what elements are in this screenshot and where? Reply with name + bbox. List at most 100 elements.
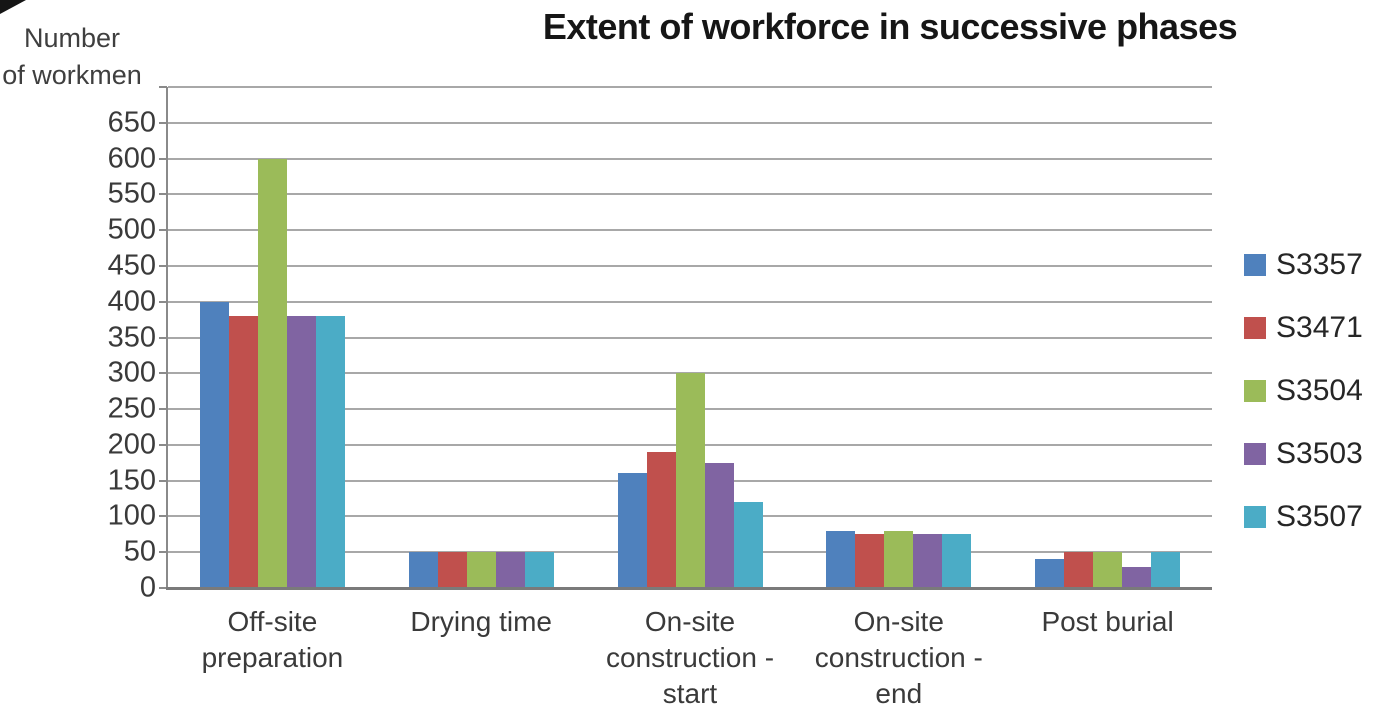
x-category-label-line: On-site xyxy=(853,606,944,637)
bar-S3357-cat5 xyxy=(1035,559,1065,588)
legend-swatch-S3357 xyxy=(1244,254,1266,276)
gridline-400 xyxy=(168,300,1212,303)
gridline-700 xyxy=(168,86,1212,88)
bar-S3504-cat4 xyxy=(884,530,914,588)
bar-S3357-cat2 xyxy=(408,552,438,588)
y-tick-mark-50 xyxy=(159,551,167,554)
y-tick-label-100: 100 xyxy=(107,499,156,532)
legend-item-S3504: S3504 xyxy=(1244,370,1363,412)
y-tick-mark-650 xyxy=(159,121,167,124)
bar-S3471-cat2 xyxy=(437,552,467,588)
y-tick-label-600: 600 xyxy=(107,142,156,175)
y-tick-label-200: 200 xyxy=(107,428,156,461)
x-category-label-line: construction - xyxy=(814,642,983,673)
x-category-label-line: construction - xyxy=(605,642,775,673)
legend-label-S3471: S3471 xyxy=(1276,311,1363,344)
y-axis-title-line: of workmen xyxy=(2,60,142,90)
gridline-550 xyxy=(168,193,1212,196)
x-category-label-2: Drying time xyxy=(377,604,586,640)
bar-S3471-cat1 xyxy=(228,316,258,588)
bar-S3471-cat5 xyxy=(1064,552,1094,588)
bar-S3507-cat1 xyxy=(315,316,345,588)
legend-label-S3357: S3357 xyxy=(1276,248,1363,281)
x-category-label-line: Off-site xyxy=(227,606,318,637)
legend-swatch-S3507 xyxy=(1244,506,1266,528)
chart-title: Extent of workforce in successive phases xyxy=(542,6,1238,47)
gridline-450 xyxy=(168,264,1212,267)
bar-S3357-cat4 xyxy=(826,530,856,588)
bar-S3357-cat3 xyxy=(617,473,647,588)
y-tick-label-150: 150 xyxy=(107,464,156,497)
y-tick-mark-350 xyxy=(159,336,167,339)
y-tick-mark-700 xyxy=(159,86,167,88)
bar-S3507-cat2 xyxy=(524,552,554,588)
y-tick-mark-200 xyxy=(159,443,167,446)
x-category-label-line: preparation xyxy=(201,642,344,673)
bar-S3507-cat5 xyxy=(1151,552,1181,588)
legend: S3357 S3471 S3504 S3503 S3507 xyxy=(1244,244,1363,559)
y-tick-label-350: 350 xyxy=(107,321,156,353)
y-tick-mark-100 xyxy=(159,515,167,518)
gridline-600 xyxy=(168,157,1212,160)
y-tick-mark-250 xyxy=(159,408,167,411)
bar-S3504-cat2 xyxy=(466,552,496,588)
legend-label-S3503: S3503 xyxy=(1276,437,1363,470)
gridline-500 xyxy=(168,229,1212,232)
legend-item-S3507: S3507 xyxy=(1244,496,1363,538)
y-tick-label-250: 250 xyxy=(107,392,156,425)
bar-S3507-cat3 xyxy=(733,502,763,588)
legend-swatch-S3504 xyxy=(1244,380,1266,402)
x-category-label-5: Post burial xyxy=(1003,604,1212,640)
legend-item-S3357: S3357 xyxy=(1244,244,1363,286)
legend-swatch-S3471 xyxy=(1244,317,1266,339)
gridline-650 xyxy=(168,121,1212,124)
y-tick-label-500: 500 xyxy=(107,213,156,246)
x-category-label-line: Drying time xyxy=(410,606,552,637)
y-tick-label-400: 400 xyxy=(107,285,156,318)
y-tick-mark-400 xyxy=(159,300,167,303)
y-tick-mark-500 xyxy=(159,229,167,232)
legend-item-S3503: S3503 xyxy=(1244,433,1363,475)
y-tick-label-450: 450 xyxy=(107,249,156,282)
y-tick-mark-0 xyxy=(159,587,167,589)
bar-S3503-cat2 xyxy=(495,552,525,588)
bar-S3503-cat3 xyxy=(704,462,734,588)
y-tick-mark-300 xyxy=(159,372,167,375)
y-tick-mark-600 xyxy=(159,157,167,160)
x-category-label-line: Post burial xyxy=(1041,606,1174,637)
y-tick-mark-550 xyxy=(159,193,167,196)
legend-item-S3471: S3471 xyxy=(1244,307,1363,349)
legend-label-S3507: S3507 xyxy=(1276,500,1363,533)
x-category-label-line: start xyxy=(662,678,718,709)
y-tick-label-550: 550 xyxy=(107,177,156,210)
x-category-label-4: On-site construction - end xyxy=(794,604,1003,712)
gridline-350 xyxy=(168,336,1212,339)
bar-S3357-cat1 xyxy=(199,301,229,588)
legend-swatch-S3503 xyxy=(1244,443,1266,465)
x-category-label-line: On-site xyxy=(644,606,736,637)
x-category-label-line: end xyxy=(875,678,923,709)
y-tick-mark-150 xyxy=(159,479,167,482)
bar-S3503-cat5 xyxy=(1122,566,1152,588)
bar-S3504-cat5 xyxy=(1093,552,1123,588)
bar-S3471-cat3 xyxy=(646,452,676,588)
y-axis-title-line: Number xyxy=(23,23,121,53)
x-category-label-1: Off-site preparation xyxy=(168,604,377,676)
legend-label-S3504: S3504 xyxy=(1276,374,1363,407)
x-axis-line xyxy=(166,587,1212,590)
corner-artifact-mark xyxy=(0,0,26,14)
y-tick-label-300: 300 xyxy=(107,356,156,389)
y-axis-line xyxy=(166,87,168,590)
bar-S3504-cat3 xyxy=(675,373,705,588)
bar-S3471-cat4 xyxy=(855,534,885,588)
x-category-label-3: On-site construction - start xyxy=(586,604,795,712)
bar-S3507-cat4 xyxy=(942,534,972,588)
y-tick-label-50: 50 xyxy=(123,535,156,568)
bar-S3504-cat1 xyxy=(257,158,287,588)
y-axis-title: Number of workmen xyxy=(0,20,158,94)
bar-S3503-cat1 xyxy=(286,316,316,588)
y-tick-label-650: 650 xyxy=(107,106,156,139)
bar-S3503-cat4 xyxy=(913,534,943,588)
y-tick-mark-450 xyxy=(159,264,167,267)
